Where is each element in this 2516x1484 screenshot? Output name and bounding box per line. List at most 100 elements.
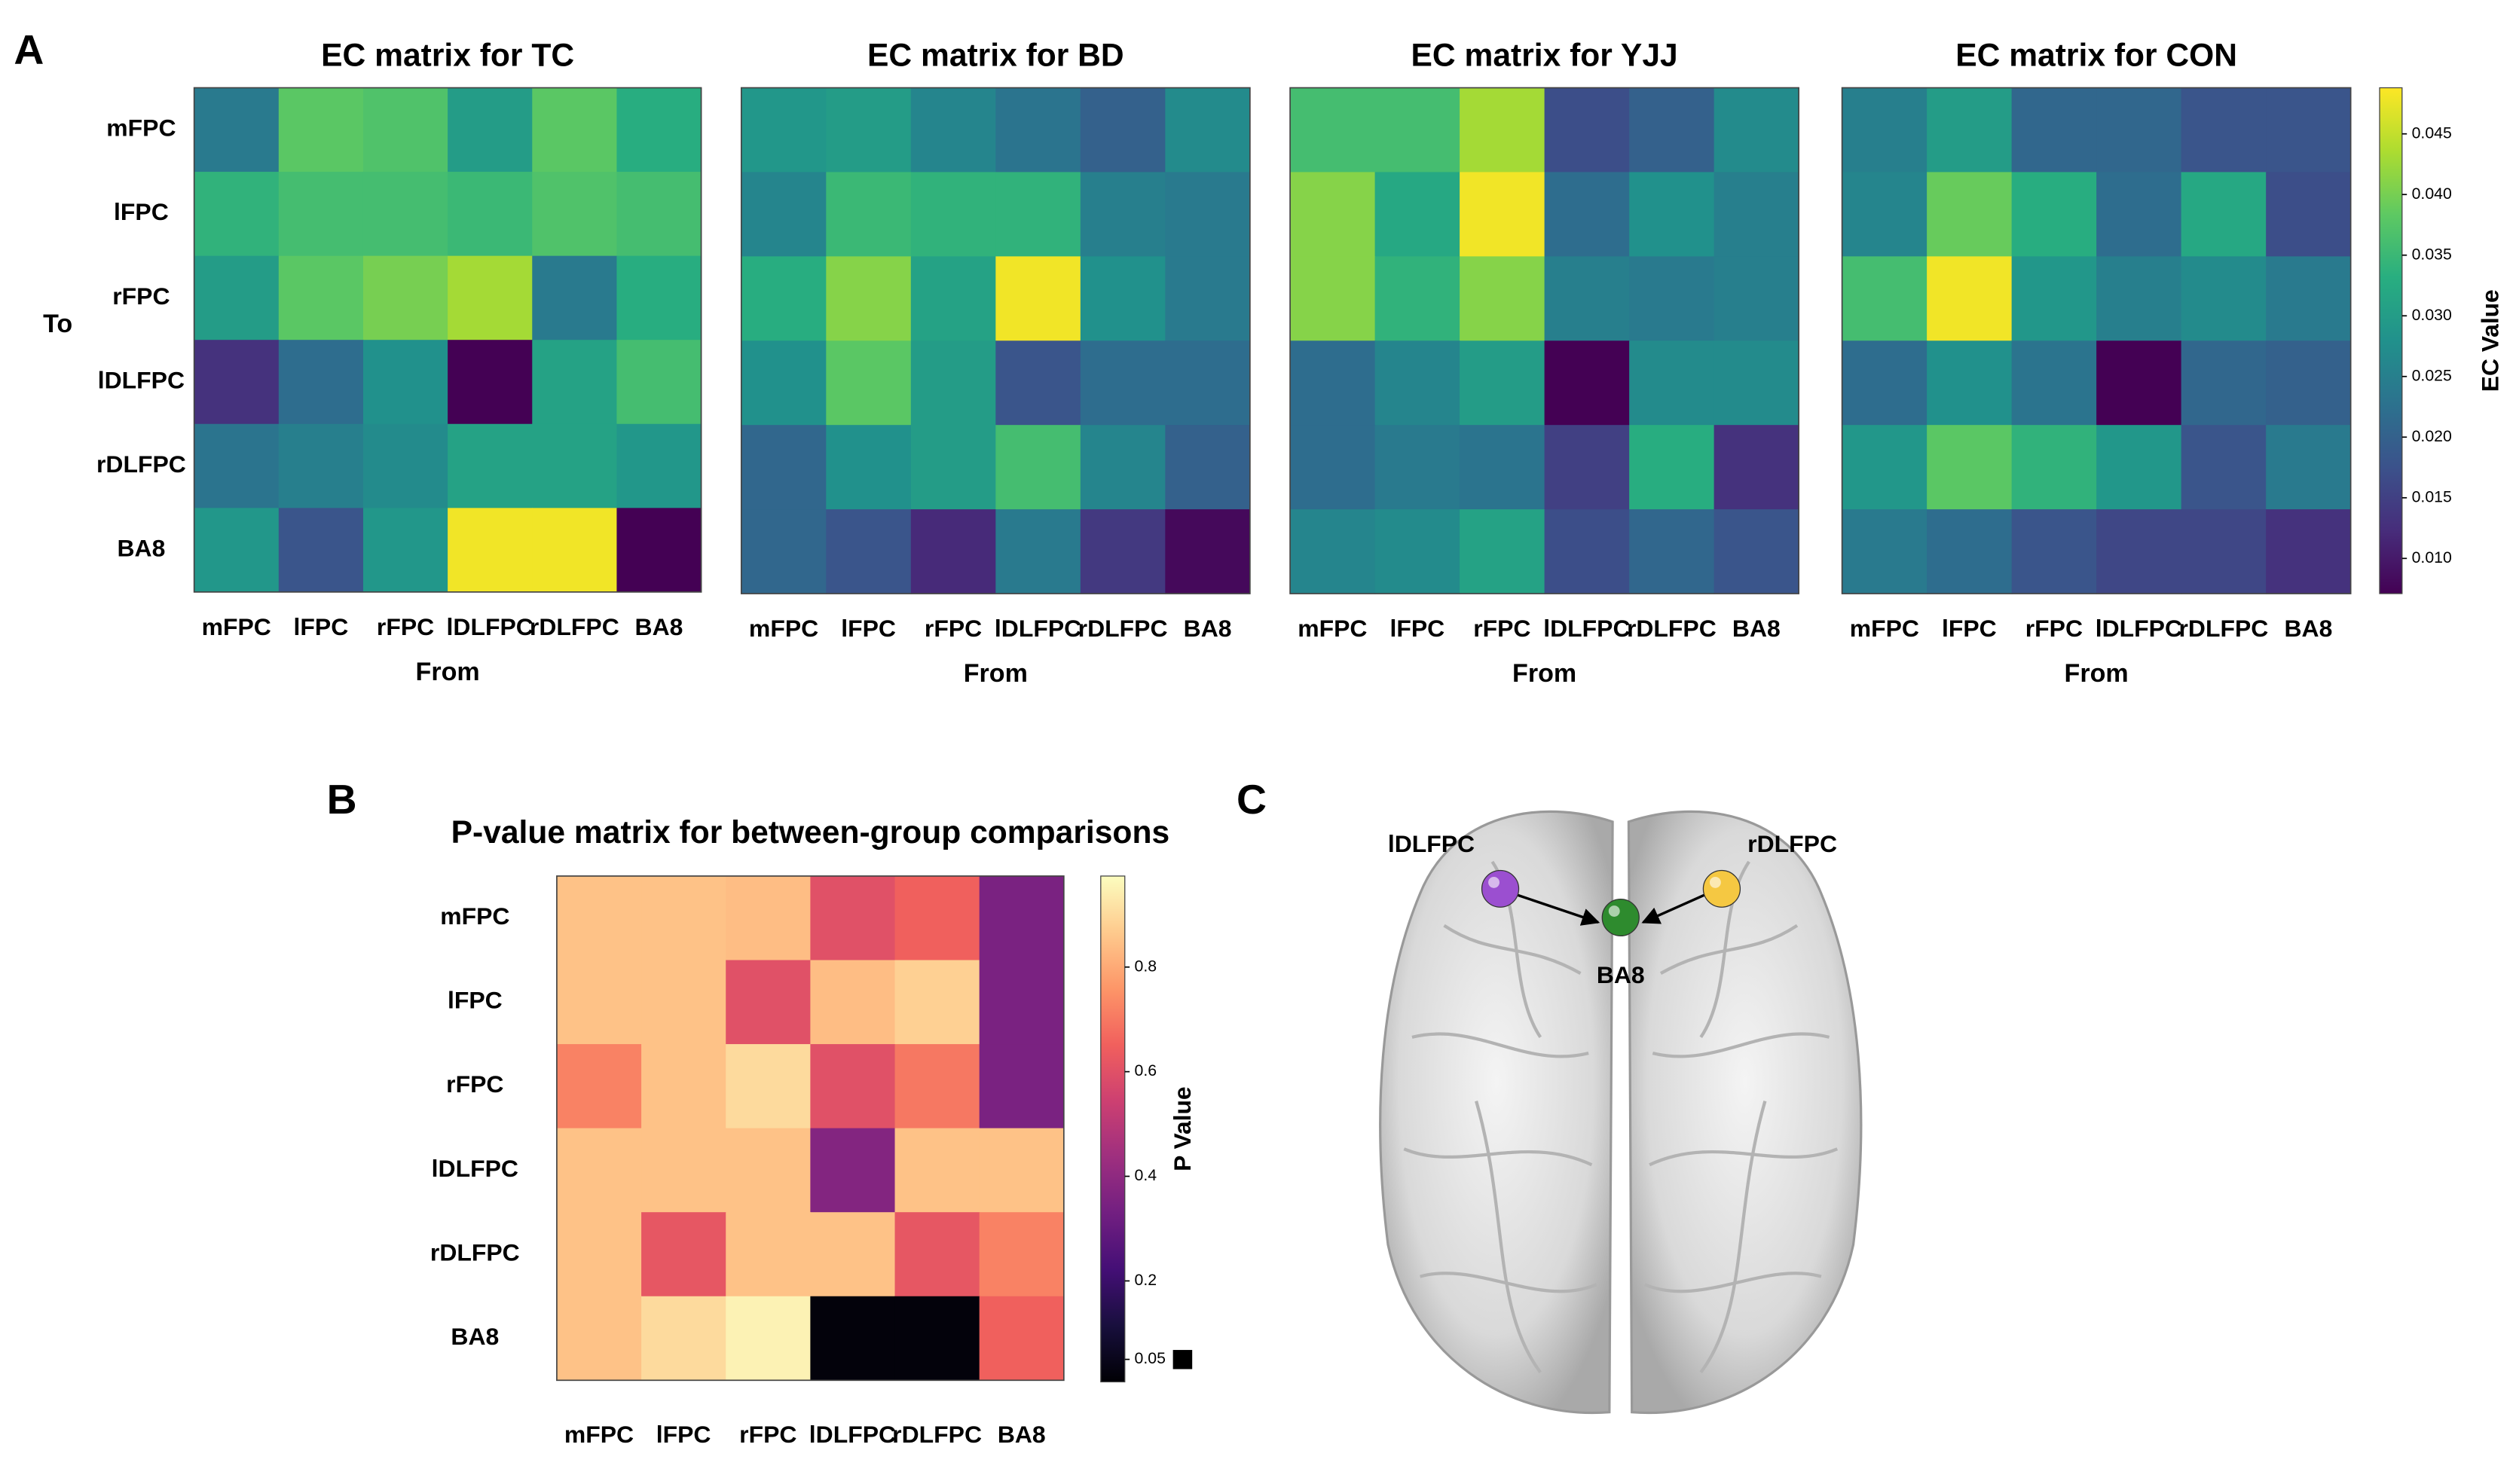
panel-label: C (1237, 776, 1267, 823)
heatmap-cell (741, 87, 827, 173)
heatmap-cell (616, 87, 702, 173)
colorbar-tick-label: 0.6 (1135, 1062, 1157, 1079)
heatmap-cell (2266, 340, 2352, 426)
colorbar-label: EC Value (2476, 289, 2503, 392)
heatmap-cell (1165, 172, 1251, 257)
heatmap-cell (1460, 340, 1545, 426)
arrow (1517, 893, 1600, 926)
x-tick-label: rDLFPC (1627, 615, 1717, 642)
heatmap-cell (556, 1296, 642, 1381)
heatmap-cell (995, 509, 1081, 594)
heatmap-cell (448, 423, 533, 508)
heatmap-cell (1080, 87, 1166, 173)
heatmap-cell (2266, 425, 2352, 510)
x-tick-label: lFPC (841, 615, 896, 642)
node-highlight (1608, 905, 1620, 917)
heatmap-cell (741, 425, 827, 510)
y-tick-label: mFPC (440, 902, 509, 930)
heatmap-cell (1544, 425, 1630, 510)
y-tick-label: rFPC (446, 1070, 503, 1098)
heatmap-cell (1629, 172, 1715, 257)
heatmap-cell (2096, 340, 2182, 426)
heatmap-cell (1927, 340, 2013, 426)
heatmap-cell (979, 960, 1065, 1045)
node-label: BA8 (1597, 961, 1645, 988)
arrow (1641, 893, 1705, 924)
heatmap-cell (995, 340, 1081, 426)
heatmap-cell (448, 172, 533, 257)
chart-title: EC matrix for BD (867, 38, 1124, 73)
heatmap-cell (826, 509, 912, 594)
heatmap-cell (194, 87, 280, 173)
heatmap-cell (810, 875, 896, 961)
heatmap-cell (826, 256, 912, 341)
heatmap-cell (2011, 509, 2097, 594)
heatmap-cell (1927, 425, 2013, 510)
colorbar-tick-label: 0.035 (2412, 246, 2452, 263)
x-tick-label: BA8 (635, 613, 683, 640)
gyri (1403, 860, 1839, 1373)
plot-frame (740, 87, 1251, 594)
heatmap-cell (1714, 87, 1799, 173)
right-hemisphere (1627, 810, 1863, 1415)
heatmap-cell (1714, 509, 1799, 594)
brain (1379, 810, 1863, 1415)
heatmap-cell (2011, 172, 2097, 257)
y-tick-label: lFPC (114, 198, 169, 225)
heatmap-cell (2181, 172, 2267, 257)
heatmap-cell (1374, 87, 1460, 173)
heatmap-cell (556, 1044, 642, 1129)
x-tick-label: mFPC (564, 1421, 634, 1448)
x-tick-label: BA8 (1184, 615, 1232, 642)
plot-frame (1841, 87, 2352, 594)
heatmap-cell (194, 172, 280, 257)
heatmap-cell (2266, 172, 2352, 257)
heatmap-cell (1165, 509, 1251, 594)
heatmap-cell (641, 1044, 726, 1129)
x-tick-label: lDLFPC (2096, 615, 2182, 642)
chart-title: EC matrix for TC (321, 38, 574, 73)
heatmap-cell (1544, 340, 1630, 426)
heatmap-cell (894, 960, 980, 1045)
heatmap-cell (1544, 172, 1630, 257)
node-highlight (1709, 876, 1721, 888)
x-tick-label: lDLFPC (447, 613, 533, 640)
x-axis-label: From (416, 658, 480, 686)
heatmap-cell (2181, 87, 2267, 173)
colorbar-tick-label: 0.040 (2412, 185, 2452, 203)
node (1702, 869, 1741, 908)
heatmap-cell (641, 960, 726, 1045)
heatmap-cell (1290, 172, 1376, 257)
heatmap-cell (910, 340, 996, 426)
heatmap-cell (1080, 340, 1166, 426)
y-tick-label: lDLFPC (98, 366, 185, 393)
heatmap-cell (741, 256, 827, 341)
heatmap-cell (2011, 340, 2097, 426)
x-tick-label: rDLFPC (892, 1421, 982, 1448)
heatmap-cell (1165, 340, 1251, 426)
colorbar-tick-label: 0.8 (1135, 957, 1157, 975)
x-tick-label: mFPC (749, 615, 818, 642)
y-tick-label: BA8 (117, 535, 165, 562)
x-axis-label: From (964, 659, 1028, 688)
heatmap-cell (362, 172, 448, 257)
y-tick-label: mFPC (106, 115, 176, 142)
heatmap-cell (448, 255, 533, 340)
colorbar (2379, 87, 2403, 594)
plot-frame (193, 87, 702, 593)
heatmap-cell (278, 340, 364, 425)
x-tick-label: mFPC (1850, 615, 1919, 642)
heatmap-cell (556, 1212, 642, 1297)
colorbar-tick-label: 0.020 (2412, 428, 2452, 445)
x-axis-label: From (2065, 659, 2129, 688)
x-tick-label: lDLFPC (995, 615, 1081, 642)
heatmap-cell (810, 1044, 896, 1129)
heatmap-cell (894, 1212, 980, 1297)
plot-frame (556, 875, 1065, 1382)
heatmap-cell (1080, 509, 1166, 594)
node-highlight (1488, 876, 1500, 888)
heatmap-cell (1714, 340, 1799, 426)
heatmap-cell (278, 172, 364, 257)
x-tick-label: lFPC (656, 1421, 711, 1448)
heatmap-cell (826, 87, 912, 173)
